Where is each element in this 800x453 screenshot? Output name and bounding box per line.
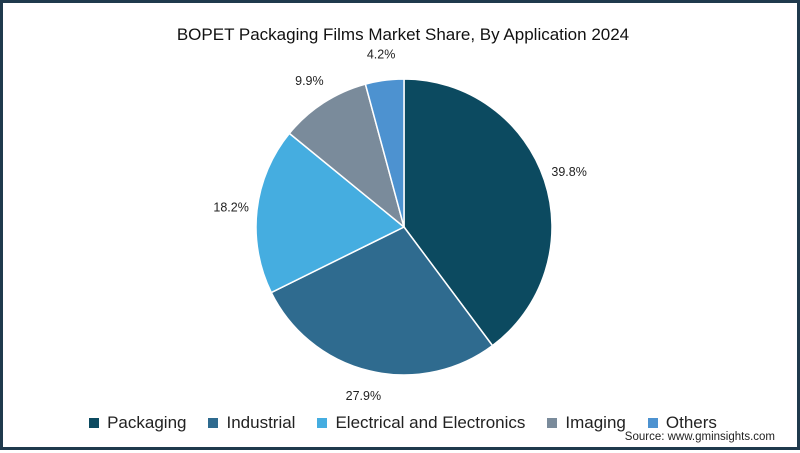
legend-item-industrial: Industrial xyxy=(208,413,295,433)
data-label-others: 4.2% xyxy=(367,48,396,62)
pie-slice-imaging xyxy=(288,83,406,230)
pie-chart: 39.8% 27.9% 18.2% 9.9% 4.2% xyxy=(213,48,586,404)
source-note: Source: www.gminsights.com xyxy=(624,431,775,443)
legend-item-electrical-and-electronics: Electrical and Electronics xyxy=(317,413,525,433)
legend-item-packaging: Packaging xyxy=(89,413,186,433)
legend-swatch xyxy=(547,418,558,428)
pie-slice-electrical-and-electronics xyxy=(255,132,406,294)
pie-slice-industrial xyxy=(270,226,494,376)
legend-label: Imaging xyxy=(565,413,626,432)
legend-label: Others xyxy=(665,413,717,432)
legend: Packaging Industrial Electrical and Electr… xyxy=(3,413,800,433)
legend-label: Industrial xyxy=(226,413,296,432)
legend-label: Electrical and Electronics xyxy=(335,413,526,432)
legend-item-imaging: Imaging xyxy=(547,413,626,433)
pie-slice-packaging xyxy=(403,78,553,347)
data-label-electrical-and-electronics: 18.2% xyxy=(213,200,248,214)
legend-swatch xyxy=(208,418,219,428)
legend-swatch xyxy=(317,418,328,428)
chart-title: BOPET Packaging Films Market Share, By A… xyxy=(176,25,630,44)
legend-swatch xyxy=(89,418,100,428)
pie-slice-others xyxy=(364,78,405,228)
legend-label: Packaging xyxy=(107,413,187,432)
legend-item-others: Others xyxy=(647,413,717,433)
data-label-imaging: 9.9% xyxy=(295,74,324,88)
legend-swatch xyxy=(647,418,658,428)
pie-labels: 39.8% 27.9% 18.2% 9.9% 4.2% xyxy=(213,48,586,404)
pie-slices xyxy=(255,78,553,376)
data-label-industrial: 27.9% xyxy=(346,389,381,403)
data-label-packaging: 39.8% xyxy=(551,165,586,179)
